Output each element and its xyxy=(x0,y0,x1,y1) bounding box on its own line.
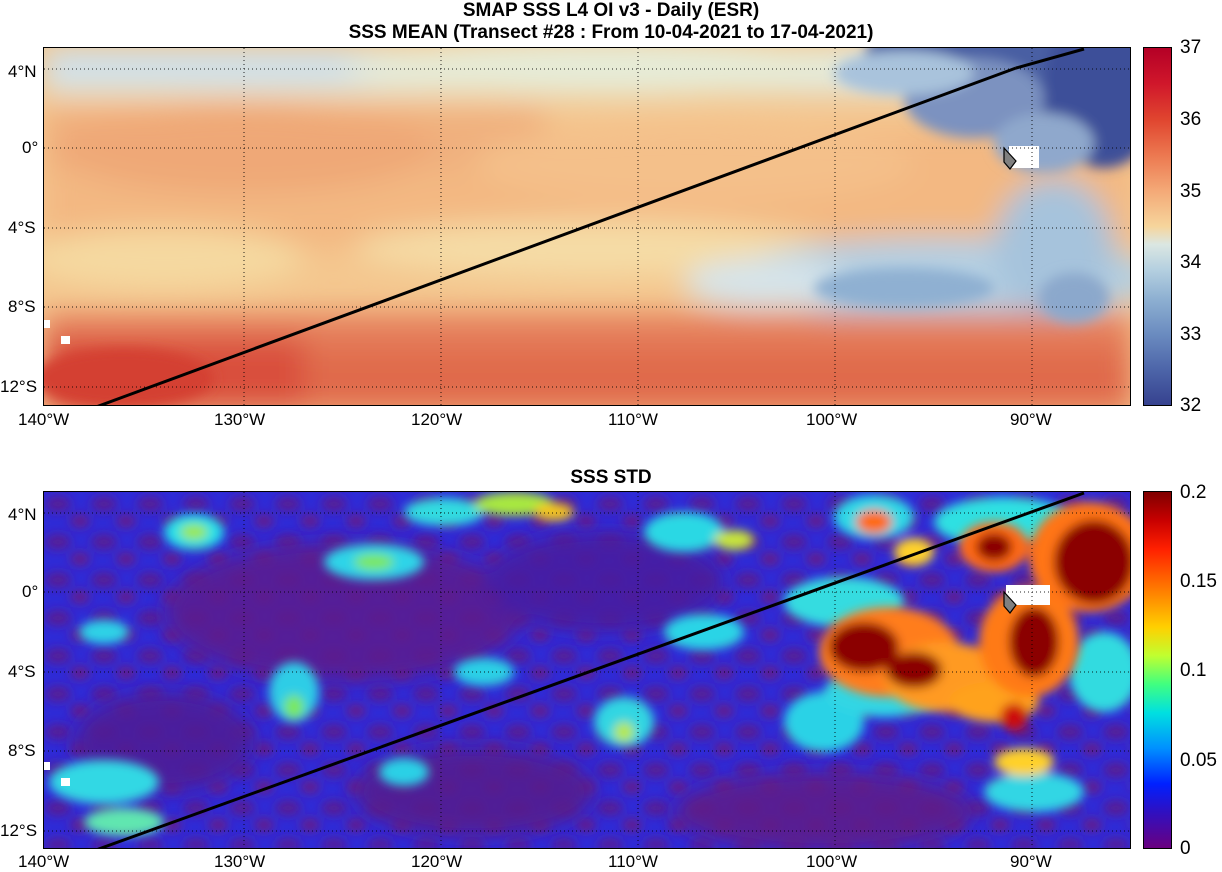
mean-cbar-tick-34: 34 xyxy=(1180,252,1202,273)
lon-label-140w: 140°W xyxy=(18,410,70,429)
lon-label-110w: 110°W xyxy=(608,410,658,429)
std-lat-label-8s: 8°S xyxy=(8,741,36,760)
std-lon-label-130w: 130°W xyxy=(214,852,266,871)
std-lat-label-4n: 4°N xyxy=(8,505,37,524)
lat-label-12s: 12°S xyxy=(0,377,38,396)
std-lat-label-4s: 4°S xyxy=(8,662,36,681)
std-lon-label-90w: 90°W xyxy=(1010,852,1052,871)
std-cbar-tick-0-1: 0.1 xyxy=(1180,660,1207,681)
mean-cbar-tick-36: 36 xyxy=(1180,109,1202,130)
std-cbar-tick-0-2: 0.2 xyxy=(1180,482,1207,503)
lat-label-0: 0° xyxy=(22,138,39,157)
std-title: SSS STD xyxy=(570,467,652,488)
sss-std-map xyxy=(43,491,1131,849)
std-lon-label-100w: 100°W xyxy=(806,852,858,871)
lon-label-90w: 90°W xyxy=(1010,410,1052,429)
mean-cbar-tick-32: 32 xyxy=(1180,395,1202,416)
std-lon-label-110w: 110°W xyxy=(608,852,658,871)
std-lon-label-140w: 140°W xyxy=(18,852,70,871)
mean-cbar-tick-37: 37 xyxy=(1180,37,1202,58)
figure-title: SMAP SSS L4 OI v3 - Daily (ESR) xyxy=(462,0,760,21)
std-cbar-tick-0-15: 0.15 xyxy=(1180,571,1217,592)
std-cbar-tick-0-05: 0.05 xyxy=(1180,750,1217,771)
transect-line xyxy=(97,66,1017,405)
std-lat-label-12s: 12°S xyxy=(0,821,38,840)
mean-cbar-tick-35: 35 xyxy=(1180,181,1202,202)
sss-std-colorbar xyxy=(1143,491,1172,849)
lon-label-120w: 120°W xyxy=(411,410,463,429)
mean-cbar-tick-33: 33 xyxy=(1180,324,1202,345)
sss-mean-map xyxy=(43,47,1131,406)
figure-subtitle: SSS MEAN (Transect #28 : From 10-04-2021… xyxy=(348,22,874,43)
lat-label-4n: 4°N xyxy=(8,62,37,81)
std-cbar-tick-0: 0 xyxy=(1180,838,1191,859)
transect-line-std xyxy=(97,492,1085,848)
std-lat-label-0: 0° xyxy=(22,582,39,601)
lon-label-130w: 130°W xyxy=(214,410,266,429)
sss-mean-colorbar xyxy=(1143,47,1172,406)
lat-label-8s: 8°S xyxy=(8,297,36,316)
lon-label-100w: 100°W xyxy=(806,410,858,429)
lat-label-4s: 4°S xyxy=(8,218,36,237)
std-lon-label-120w: 120°W xyxy=(411,852,463,871)
